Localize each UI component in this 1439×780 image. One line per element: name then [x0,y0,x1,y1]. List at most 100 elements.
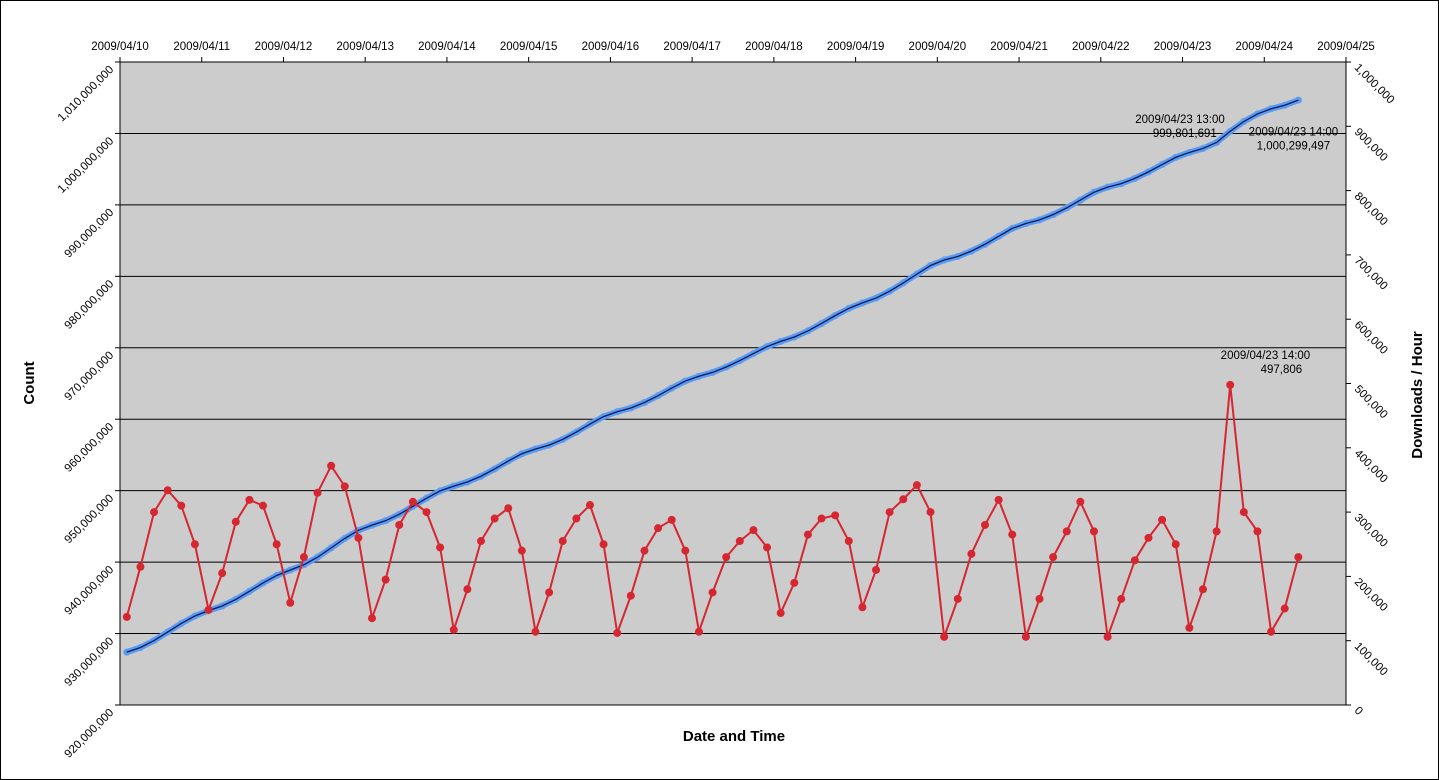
point [899,495,908,504]
point [885,508,894,517]
point [272,540,281,549]
annotation-date: 2009/04/23 14:00 [1221,350,1311,362]
point [694,627,703,636]
point [803,530,812,539]
point [640,546,649,555]
point [231,517,240,526]
point [531,627,540,636]
x-tick-label: 2009/04/10 [91,41,149,53]
point [381,575,390,584]
series-line [126,99,1299,653]
annotation-value: 999,801,691 [1153,128,1217,140]
point [735,537,744,546]
point [395,520,404,529]
point [1076,497,1085,506]
point [299,553,308,562]
point [1130,556,1139,565]
point [218,569,227,578]
x-tick-label: 2009/04/15 [500,41,558,53]
point [1253,527,1262,536]
point [708,588,717,597]
point [585,501,594,510]
point [749,526,758,535]
point [517,546,526,555]
annotation-date: 2009/04/23 13:00 [1135,114,1225,126]
point [504,504,513,513]
point [558,537,567,546]
point [844,537,853,546]
point [1226,380,1235,389]
point [190,540,199,549]
x-tick-label: 2009/04/21 [990,41,1048,53]
x-tick-label: 2009/04/17 [663,41,721,53]
point [1008,530,1017,539]
point [858,603,867,612]
x-tick-label: 2009/04/13 [336,41,394,53]
point [763,543,772,552]
point [476,537,485,546]
point [545,588,554,597]
point [953,594,962,603]
point [1198,585,1207,594]
x-tick-label: 2009/04/11 [173,41,230,53]
point [722,553,731,562]
point [1185,623,1194,632]
point [1103,632,1112,641]
annotation-date: 2009/04/23 14:00 [1249,126,1339,138]
x-tick-label: 2009/04/12 [255,41,313,53]
x-tick-label: 2009/04/23 [1154,41,1212,53]
point [436,543,445,552]
point [368,614,377,623]
point [1212,527,1221,536]
point [1267,627,1276,636]
point [327,461,336,470]
point [1062,527,1071,536]
point [872,565,881,574]
point [667,515,676,524]
point [1021,632,1030,641]
annotation-value: 1,000,299,497 [1257,140,1331,152]
x-tick-label: 2009/04/24 [1235,41,1293,53]
y-axis-label: Count [21,361,38,404]
point [926,508,935,517]
point [1035,594,1044,603]
x-tick-label: 2009/04/16 [582,41,640,53]
point [177,501,186,510]
y2-axis-label: Downloads / Hour [1409,331,1426,459]
point [1049,553,1058,562]
point [313,488,322,497]
annotation-value: 497,806 [1261,364,1303,376]
point [1294,553,1303,562]
point [422,508,431,517]
point [776,609,785,618]
point [790,578,799,587]
point [572,514,581,523]
point [449,625,458,634]
x-tick-label: 2009/04/14 [418,41,476,53]
point [463,585,472,594]
point [1171,540,1180,549]
point [1089,527,1098,536]
point [981,520,990,529]
x-tick-label: 2009/04/20 [909,41,967,53]
point [831,511,840,520]
point [204,605,213,614]
point [1144,533,1153,542]
point [613,628,622,637]
point [681,546,690,555]
x-tick-label: 2009/04/22 [1072,41,1130,53]
point [286,598,295,607]
point [259,501,268,510]
point [1239,508,1248,517]
x-axis-label: Date and Time [683,728,785,745]
x-tick-label: 2009/04/19 [827,41,885,53]
point [340,482,349,491]
point [1117,594,1126,603]
x-tick-label: 2009/04/25 [1317,41,1375,53]
point [1280,604,1289,613]
point [150,508,159,517]
point [626,591,635,600]
point [1158,515,1167,524]
point [490,514,499,523]
